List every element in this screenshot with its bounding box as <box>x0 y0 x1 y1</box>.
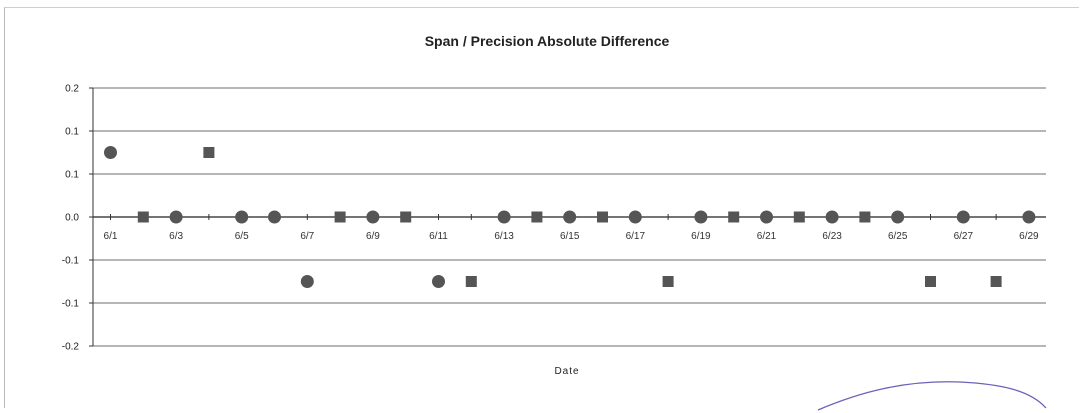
circle-point <box>497 210 511 224</box>
square-point <box>793 211 805 223</box>
square-point <box>662 276 674 287</box>
square-point <box>400 211 412 223</box>
square-point <box>990 276 1002 287</box>
circle-point <box>891 210 905 224</box>
y-tick-label: 0.1 <box>65 127 79 138</box>
x-tick-label: 6/21 <box>757 231 777 242</box>
y-tick-label: -0.2 <box>62 342 80 353</box>
square-point <box>137 211 149 223</box>
circle-point <box>366 210 380 224</box>
x-tick-label: 6/9 <box>366 231 380 242</box>
square-point <box>728 211 740 223</box>
circle-point <box>169 210 183 224</box>
circle-point <box>300 275 314 288</box>
x-tick-label: 6/27 <box>954 231 974 242</box>
circle-point <box>760 210 773 224</box>
circle-point <box>268 210 281 224</box>
x-tick-label: 6/25 <box>888 231 908 242</box>
square-point <box>203 147 215 158</box>
circle-point <box>563 210 577 224</box>
square-point <box>597 211 608 223</box>
circle-point <box>825 210 839 224</box>
circle-point <box>628 210 642 224</box>
chart-frame <box>4 7 1079 408</box>
y-axis-ticks: 0.2 0.1 0.1 0.0 -0.1 -0.1 -0.2 <box>62 84 80 353</box>
circle-point <box>235 210 249 224</box>
y-tick-label: 0.2 <box>65 84 79 95</box>
x-tick-label: 6/5 <box>235 231 249 242</box>
circle-point <box>432 275 445 288</box>
y-tick-label: 0.0 <box>65 213 79 224</box>
chart-title: Span / Precision Absolute Difference <box>425 33 670 49</box>
gridlines <box>89 87 1046 347</box>
circle-point <box>956 210 970 224</box>
circle-point <box>1022 210 1036 224</box>
x-tick-label: 6/15 <box>560 231 580 242</box>
square-point <box>334 211 346 223</box>
x-tick-label: 6/11 <box>429 231 448 242</box>
x-axis-label: Date <box>554 366 579 377</box>
square-point <box>531 211 543 223</box>
x-tick-label: 6/3 <box>169 231 183 242</box>
y-tick-label: -0.1 <box>62 299 80 310</box>
x-tick-label: 6/7 <box>300 231 314 242</box>
y-tick-label: -0.1 <box>62 256 80 267</box>
circle-point <box>694 210 708 224</box>
square-point <box>859 211 871 223</box>
x-tick-label: 6/1 <box>104 231 118 242</box>
y-tick-label: 0.1 <box>65 170 79 181</box>
x-tick-label: 6/13 <box>494 231 514 242</box>
x-tick-label: 6/19 <box>691 231 711 242</box>
x-tick-label: 6/23 <box>822 231 842 242</box>
signature-scribble <box>817 381 1047 411</box>
square-point <box>925 276 936 287</box>
x-tick-label: 6/17 <box>626 231 646 242</box>
data-points <box>104 146 1036 288</box>
x-tick-label: 6/29 <box>1019 231 1039 242</box>
circle-point <box>104 146 117 159</box>
square-point <box>465 276 477 287</box>
